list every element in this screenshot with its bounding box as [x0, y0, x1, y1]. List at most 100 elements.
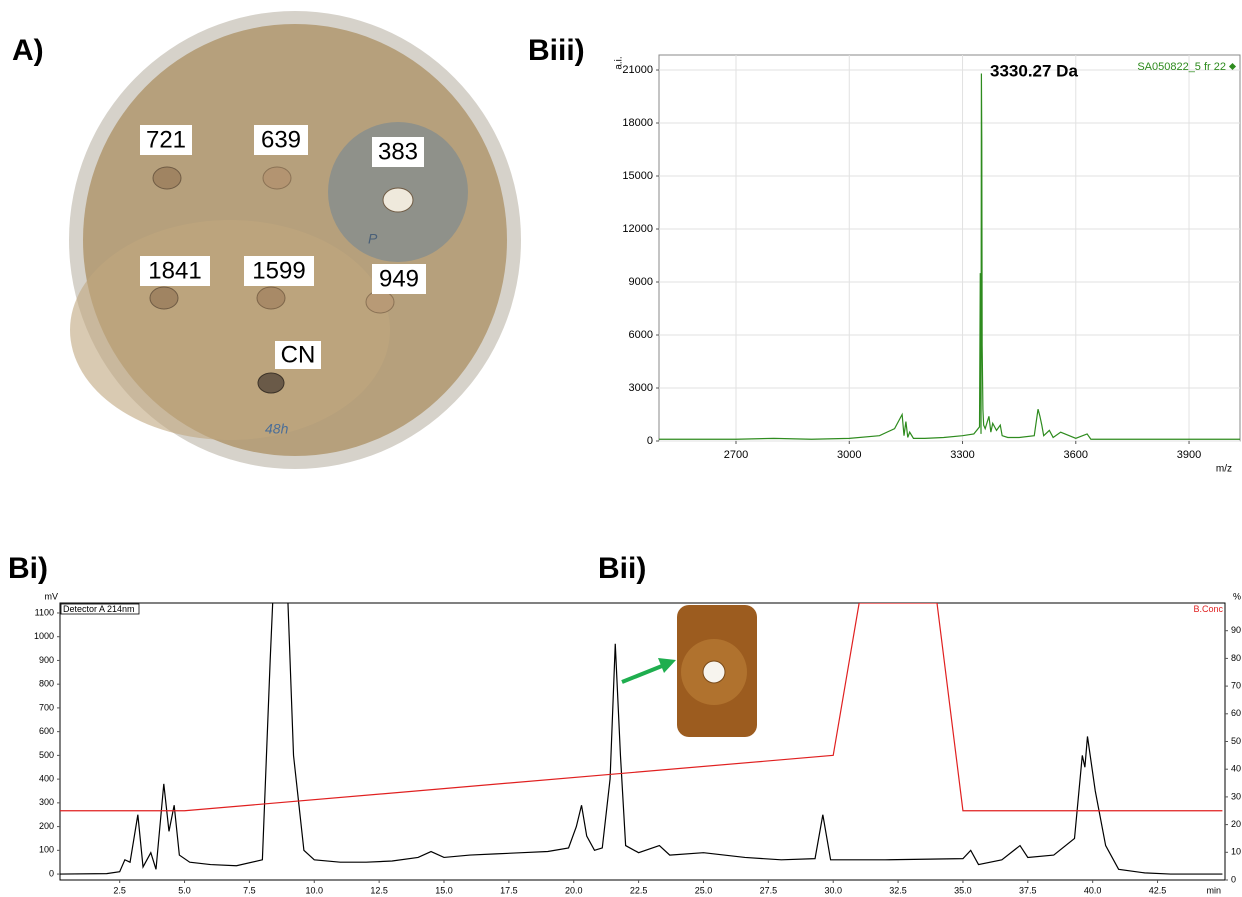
label-box [372, 264, 426, 294]
well [382, 187, 414, 213]
label-box [275, 341, 321, 369]
y-axis-label: a.i. [614, 56, 625, 69]
y-tick-label: 12000 [622, 223, 653, 235]
x-tick-label: 5.0 [178, 885, 191, 895]
plot-data [659, 73, 1240, 440]
x-tick-label: 2700 [724, 449, 748, 461]
label-box [254, 125, 308, 155]
legend-label: B.Conc [1193, 604, 1223, 614]
x-tick-label: 17.5 [500, 885, 518, 895]
inset-disc [702, 660, 726, 684]
y2-tick-label: 80 [1231, 653, 1241, 663]
arrow-head [658, 658, 676, 673]
y2-tick-label: 20 [1231, 819, 1241, 829]
well [262, 166, 292, 190]
x-tick-label: 42.5 [1149, 885, 1167, 895]
x-tick-label: 7.5 [243, 885, 256, 895]
y-tick-label: 600 [39, 726, 54, 736]
legend-box [60, 603, 140, 615]
well [365, 290, 395, 314]
y2-tick-label: 30 [1231, 791, 1241, 801]
disc-inset [621, 605, 757, 737]
well-label: CN [281, 341, 316, 368]
legend-marker [1228, 62, 1237, 71]
y-tick-label: 400 [39, 773, 54, 783]
x-tick-label: 27.5 [760, 885, 778, 895]
panel-label: Bi) [8, 552, 48, 585]
well-label: 1599 [252, 257, 305, 284]
x-tick-label: 25.0 [695, 885, 713, 895]
x-tick-label: 20.0 [565, 885, 583, 895]
well-label: 639 [261, 126, 301, 153]
label-box [372, 137, 424, 167]
y-tick-label: 9000 [629, 276, 653, 288]
y-tick-label: 1100 [35, 607, 54, 617]
series-line [60, 603, 1223, 812]
plot-frame [59, 602, 1226, 881]
series-line [659, 73, 1240, 440]
x-tick-label: 3300 [950, 449, 974, 461]
well-label: 1841 [148, 257, 201, 284]
panel-label: Biii) [528, 34, 585, 67]
y-tick-label: 18000 [622, 117, 653, 129]
x-tick-label: 2.5 [113, 885, 126, 895]
x-tick-label: 10.0 [306, 885, 324, 895]
y2-tick-label: 10 [1231, 847, 1241, 857]
well [256, 286, 286, 310]
plot-frame [658, 54, 1241, 442]
legend-label: Detector A 214nm [63, 604, 135, 614]
x-tick-label: 12.5 [370, 885, 388, 895]
x-tick-label: 3600 [1064, 449, 1088, 461]
well-label: 949 [379, 265, 419, 292]
x-tick-label: 30.0 [824, 885, 842, 895]
x-axis-label: min [1206, 885, 1221, 895]
y-tick-label: 200 [39, 821, 54, 831]
y-tick-label: 6000 [629, 329, 653, 341]
well-label: 721 [146, 126, 186, 153]
plot-data [60, 603, 1223, 875]
y-tick-label: 1000 [34, 631, 54, 641]
x-tick-label: 32.5 [889, 885, 907, 895]
y2-tick-label: 50 [1231, 736, 1241, 746]
annotation: 3330.27 Da [990, 61, 1078, 80]
y-tick-label: 500 [39, 750, 54, 760]
x-tick-label: 37.5 [1019, 885, 1037, 895]
y2-tick-label: 90 [1231, 625, 1241, 635]
y2-axis-label: % [1233, 591, 1241, 601]
y2-tick-label: 40 [1231, 764, 1241, 774]
petri-dish-photo: 721 639 383 1841 1599 949 CN P 48h [69, 11, 521, 469]
handwritten-note: 48h [265, 421, 289, 437]
series-line [60, 603, 1223, 875]
y-axis-label: mV [45, 591, 59, 601]
y-tick-label: 900 [39, 655, 54, 665]
label-box [140, 256, 210, 286]
y2-tick-label: 0 [1231, 874, 1236, 884]
y-tick-label: 3000 [629, 382, 653, 394]
y2-tick-label: 70 [1231, 680, 1241, 690]
label-box [244, 256, 314, 286]
well [149, 286, 179, 310]
arrow-shaft [621, 664, 663, 684]
x-tick-label: 22.5 [630, 885, 648, 895]
panel-label: A) [12, 34, 44, 67]
y-tick-label: 21000 [622, 64, 653, 76]
label-box [140, 125, 192, 155]
y-tick-label: 700 [39, 702, 54, 712]
well [257, 372, 285, 394]
legend-label: SA050822_5 fr 22 [1137, 61, 1226, 73]
y-tick-label: 300 [39, 797, 54, 807]
x-tick-label: 15.0 [435, 885, 453, 895]
y-tick-label: 800 [39, 679, 54, 689]
y-tick-label: 0 [49, 868, 54, 878]
handwritten-note: P [368, 231, 378, 247]
x-tick-label: 3900 [1177, 449, 1201, 461]
y-tick-label: 100 [39, 845, 54, 855]
x-tick-label: 40.0 [1084, 885, 1102, 895]
x-axis-label: m/z [1216, 464, 1232, 475]
panel-label: Bii) [598, 552, 646, 585]
x-tick-label: 3000 [837, 449, 861, 461]
y-tick-label: 0 [647, 435, 653, 447]
x-tick-label: 35.0 [954, 885, 972, 895]
y-tick-label: 15000 [622, 170, 653, 182]
y2-tick-label: 60 [1231, 708, 1241, 718]
